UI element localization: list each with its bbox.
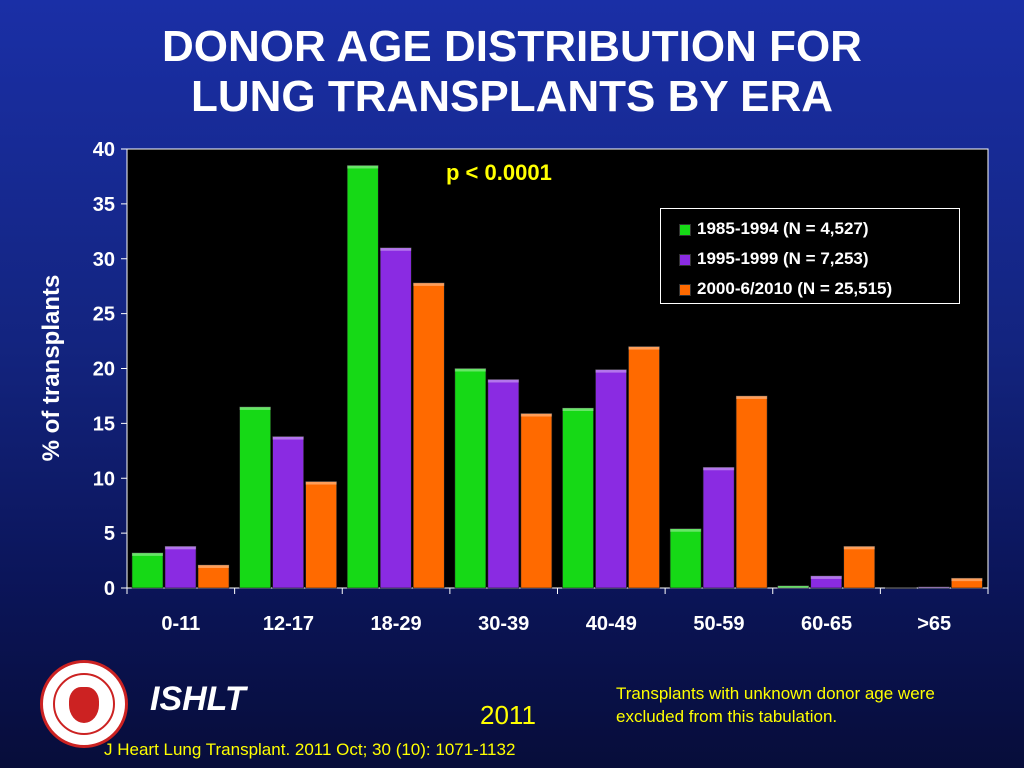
bar-highlight: [843, 546, 875, 550]
legend-swatch-icon: [679, 223, 691, 236]
title-line-2: LUNG TRANSPLANTS BY ERA: [190, 72, 834, 121]
x-tick-label: 18-29: [370, 613, 421, 635]
bar-highlight: [703, 467, 735, 471]
legend-label: 2000-6/2010 (N = 25,515): [697, 279, 893, 298]
bar-highlight: [670, 528, 702, 532]
p-value-annotation: p < 0.0001: [446, 160, 552, 185]
bar: [562, 407, 594, 589]
bar: [520, 413, 553, 589]
bar: [197, 564, 230, 589]
x-tick-label: 40-49: [586, 613, 637, 635]
bar-highlight: [198, 564, 229, 568]
x-tick-label: 12-17: [263, 613, 314, 635]
legend-item: 1995-1999 (N = 7,253): [679, 249, 869, 269]
bar: [777, 585, 810, 589]
bar: [412, 282, 445, 589]
x-tick-label: 50-59: [693, 613, 744, 635]
bar: [379, 247, 412, 589]
y-tick-label: 0: [104, 578, 115, 600]
bar: [454, 368, 487, 589]
chart-title: DONOR AGE DISTRIBUTION FOR LUNG TRANSPLA…: [0, 22, 1024, 122]
bar: [702, 466, 735, 589]
legend-label: 1985-1994 (N = 4,527): [697, 219, 869, 238]
bar-highlight: [239, 406, 271, 410]
y-tick-label: 10: [93, 468, 115, 490]
y-tick-label: 35: [93, 194, 115, 216]
x-tick-label: 30-39: [478, 613, 529, 635]
x-tick-label: 60-65: [801, 613, 852, 635]
y-tick-label: 20: [93, 359, 115, 381]
y-tick-label: 40: [93, 139, 115, 161]
bar-highlight: [380, 247, 412, 251]
bar-highlight: [628, 346, 660, 350]
year-label: 2011: [480, 700, 536, 730]
bar: [239, 406, 271, 589]
bar-highlight: [810, 575, 842, 579]
bar: [885, 587, 917, 589]
bar-highlight: [595, 369, 627, 373]
citation: J Heart Lung Transplant. 2011 Oct; 30 (1…: [104, 740, 516, 759]
bar: [595, 369, 627, 589]
heart-lung-icon: [69, 687, 99, 723]
bar: [628, 346, 660, 589]
y-tick-label: 15: [93, 413, 115, 435]
legend-item: 1985-1994 (N = 4,527): [679, 219, 869, 239]
bar-highlight: [777, 585, 809, 588]
bar: [735, 395, 768, 589]
bar-highlight: [885, 588, 917, 589]
bar-highlight: [454, 368, 486, 372]
legend-swatch-icon: [679, 283, 691, 296]
ishlt-seal-icon: [40, 660, 128, 748]
x-tick-label: 0-11: [161, 613, 200, 635]
bar-highlight: [736, 395, 768, 399]
bar-highlight: [413, 282, 445, 286]
bar-highlight: [165, 546, 196, 550]
bar: [951, 577, 983, 589]
legend-swatch-icon: [679, 253, 691, 266]
y-tick-label: 25: [93, 304, 115, 326]
bar-highlight: [132, 552, 163, 556]
bar-highlight: [562, 408, 594, 412]
title-line-1: DONOR AGE DISTRIBUTION FOR: [162, 22, 862, 71]
y-axis-label: % of transplants: [38, 274, 65, 462]
x-tick-label: >65: [917, 613, 951, 635]
bar: [272, 436, 304, 589]
bar-highlight: [918, 586, 950, 588]
y-tick-label: 30: [93, 249, 115, 271]
bar-highlight: [520, 413, 552, 417]
bar: [669, 528, 702, 589]
bar: [843, 545, 876, 589]
bar: [164, 545, 197, 589]
bar-highlight: [487, 379, 519, 383]
legend-item: 2000-6/2010 (N = 25,515): [679, 279, 892, 299]
bar: [346, 165, 379, 589]
bar: [305, 481, 337, 589]
bar-highlight: [951, 578, 983, 582]
y-tick-label: 5: [104, 523, 115, 545]
bar-highlight: [305, 481, 337, 485]
chart-legend: 1985-1994 (N = 4,527) 1995-1999 (N = 7,2…: [660, 208, 960, 304]
seal-ring: [53, 673, 115, 735]
bar-highlight: [347, 165, 379, 169]
footnote: Transplants with unknown donor age were …: [616, 684, 935, 726]
legend-label: 1995-1999 (N = 7,253): [697, 249, 869, 268]
bar: [131, 552, 164, 589]
bar-highlight: [272, 436, 304, 440]
bar: [487, 379, 520, 589]
bar: [918, 586, 950, 589]
bar: [810, 575, 843, 589]
brand-name: ISHLT: [150, 680, 246, 718]
